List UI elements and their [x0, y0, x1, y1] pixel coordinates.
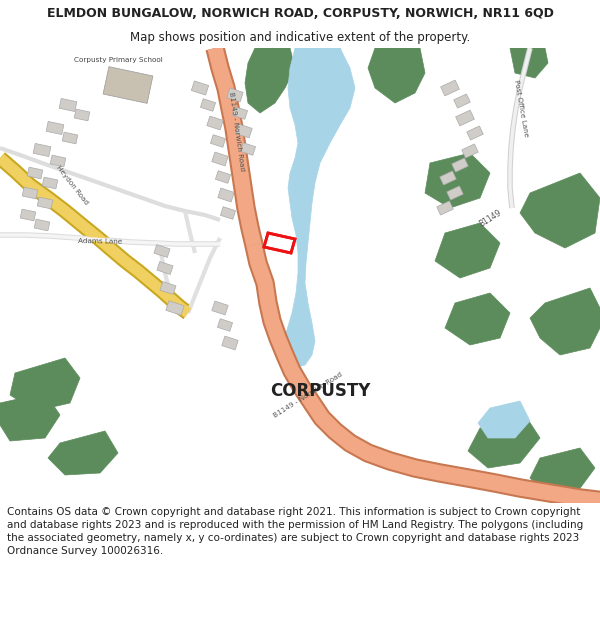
Polygon shape [34, 219, 50, 231]
Polygon shape [217, 319, 233, 331]
Polygon shape [212, 301, 228, 315]
Text: B1149: B1149 [477, 208, 503, 228]
Polygon shape [33, 144, 51, 156]
Text: Heydon Road: Heydon Road [55, 164, 89, 206]
Polygon shape [211, 135, 226, 148]
Polygon shape [207, 116, 223, 130]
Polygon shape [212, 152, 228, 166]
Polygon shape [282, 48, 355, 368]
Polygon shape [200, 99, 215, 111]
Polygon shape [10, 358, 80, 411]
Polygon shape [74, 109, 90, 121]
Polygon shape [220, 207, 236, 219]
Text: B1149 - Norwich Road: B1149 - Norwich Road [229, 91, 245, 171]
Polygon shape [20, 209, 36, 221]
Polygon shape [236, 124, 252, 138]
Text: Contains OS data © Crown copyright and database right 2021. This information is : Contains OS data © Crown copyright and d… [7, 507, 583, 556]
Polygon shape [215, 171, 230, 183]
Polygon shape [440, 80, 460, 96]
Polygon shape [191, 81, 209, 95]
Polygon shape [447, 186, 463, 200]
Polygon shape [295, 48, 345, 108]
Polygon shape [48, 431, 118, 475]
Text: Adams Lane: Adams Lane [78, 238, 122, 244]
Polygon shape [222, 336, 238, 350]
Polygon shape [62, 132, 78, 144]
Polygon shape [368, 48, 425, 103]
Polygon shape [454, 94, 470, 108]
Text: Post Office Lane: Post Office Lane [513, 79, 529, 137]
Polygon shape [530, 448, 595, 495]
Polygon shape [160, 281, 176, 294]
Polygon shape [520, 173, 600, 248]
Polygon shape [437, 201, 453, 215]
Polygon shape [227, 88, 243, 102]
Polygon shape [103, 67, 153, 103]
Polygon shape [37, 197, 53, 209]
Polygon shape [467, 126, 483, 140]
Polygon shape [510, 48, 548, 78]
Polygon shape [445, 293, 510, 345]
Polygon shape [241, 142, 256, 155]
Polygon shape [42, 177, 58, 189]
Polygon shape [478, 401, 530, 438]
Text: ELMDON BUNGALOW, NORWICH ROAD, CORPUSTY, NORWICH, NR11 6QD: ELMDON BUNGALOW, NORWICH ROAD, CORPUSTY,… [47, 7, 553, 20]
Polygon shape [468, 415, 540, 468]
Text: B1149 - Norwich Road: B1149 - Norwich Road [272, 371, 344, 419]
Polygon shape [0, 48, 600, 503]
Polygon shape [154, 244, 170, 258]
Text: CORPUSTY: CORPUSTY [270, 382, 370, 400]
Polygon shape [530, 288, 600, 355]
Polygon shape [50, 155, 66, 167]
Polygon shape [245, 48, 295, 113]
Text: Map shows position and indicative extent of the property.: Map shows position and indicative extent… [130, 31, 470, 44]
Polygon shape [166, 301, 184, 315]
Polygon shape [59, 99, 77, 111]
Polygon shape [27, 167, 43, 179]
Polygon shape [455, 110, 475, 126]
Polygon shape [46, 121, 64, 134]
Polygon shape [462, 144, 478, 158]
Text: Corpusty Primary School: Corpusty Primary School [74, 57, 163, 63]
Polygon shape [440, 171, 456, 185]
Polygon shape [452, 158, 468, 172]
Polygon shape [22, 187, 38, 199]
Polygon shape [232, 107, 248, 119]
Polygon shape [425, 153, 490, 208]
Polygon shape [218, 188, 234, 202]
Polygon shape [435, 223, 500, 278]
Polygon shape [157, 261, 173, 274]
Polygon shape [0, 393, 60, 441]
